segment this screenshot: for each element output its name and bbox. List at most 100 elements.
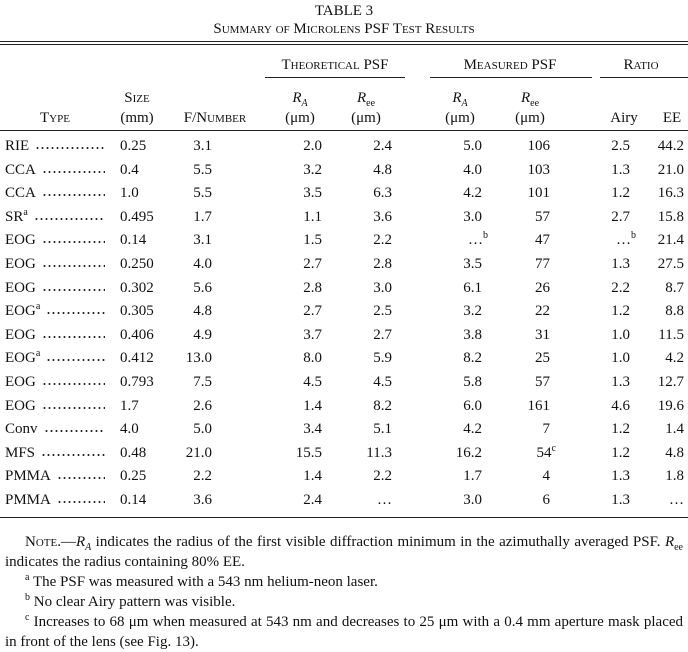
cell: 0.412 [120,349,154,367]
cell-text: 2.2 [611,279,630,296]
column-header-name: Size [77,88,197,108]
cell-text: 25 [535,350,550,367]
cell: 0.14 [120,231,146,249]
footnote: c Increases to 68 μm when measured at 54… [5,612,683,652]
row-type: EOG [5,279,113,297]
cell-text: 3.6 [373,208,392,225]
cell-text: 2.5 [611,138,630,154]
column-header-unit: (mm) [120,110,154,126]
cell: 8.8 [604,302,684,320]
cell: 7.5 [132,373,212,391]
cell-text: 5.0 [463,138,482,154]
cell: 57 [470,373,550,391]
row-type: EOGa [5,349,113,367]
cell: 4.5 [312,373,392,391]
cell-text: 3.0 [373,279,392,296]
cell: 2.6 [132,397,212,415]
cell-text: 11.5 [658,326,684,343]
cell-text: 2.7 [611,208,630,225]
row-type: Conv [5,420,113,438]
cell: 2.5 [550,137,630,155]
cell-text: 13.0 [185,350,212,367]
cell-text: 44.2 [657,138,684,154]
cell-text: EOG [5,326,36,343]
footnote-text: Increases to 68 μm when measured at 543 … [5,614,684,650]
cell-text: 1.7 [120,397,139,414]
cell: 1.4 [604,420,684,438]
column-header-name: F/Number [155,108,275,128]
cell-text: EOG [5,256,36,272]
cell: … [312,491,392,509]
cell: 5.8 [402,373,482,391]
cell: 1.3 [550,255,630,273]
cell: 27.5 [604,255,684,273]
column-header: Ree (μm) [306,88,426,128]
cell-text: 8.8 [665,303,684,320]
cell-text: 5.5 [193,161,212,178]
cell: 0.48 [120,444,146,462]
cell-text: 2.0 [303,138,322,154]
dot-leader [33,216,105,221]
cell: 1.0 [120,184,139,202]
cell-text: 5.5 [193,185,212,202]
cell-text: 3.0 [463,492,482,508]
dot-leader [56,500,105,504]
cell-text: 0.406 [120,326,154,343]
cell-note: b [483,230,488,242]
cell: 0.305 [120,302,154,320]
cell-text: CCA [5,185,36,202]
dot-leader [41,240,105,245]
cell-text: 1.4 [303,468,322,485]
cell: 44.2 [604,137,684,155]
cell: 4.2 [402,184,482,202]
column-header: F/Number [155,108,275,128]
cell-text: 4.5 [303,374,322,390]
column-header-text: Size [124,90,150,106]
cell-text: 0.302 [120,279,154,296]
cell: 3.7 [242,326,322,344]
cell-text: 161 [527,397,551,414]
cell-text: 4.9 [193,326,212,343]
footnote-text: No clear Airy pattern was visible. [33,594,236,610]
row-type: RIE [5,137,113,155]
cell-text: 2.4 [303,492,322,508]
cell: 26 [470,279,550,297]
cell-text: … [669,492,684,508]
cell-text: 103 [527,161,551,178]
cell-text: 0.250 [120,256,154,272]
top-rule [0,44,688,45]
cell-text: 2.8 [303,279,322,296]
cell: 13.0 [132,349,212,367]
cell-text: … [377,492,392,508]
cell-text: 1.3 [611,492,630,508]
column-header-symbol: R [356,90,367,106]
cell: 4.9 [132,326,212,344]
top-rule [0,41,688,42]
column-header-unit: (μm) [515,110,545,126]
cell: 11.3 [312,444,392,462]
group-rule [600,77,688,78]
cell: 8.0 [242,349,322,367]
column-header-sub: A [301,98,308,109]
cell-text: 4.0 [463,161,482,178]
cell-text: 1.7 [193,208,212,225]
cell: 3.2 [402,302,482,320]
column-header-symbol: R [452,90,462,106]
cell: 1.3 [550,467,630,485]
dot-leader [46,358,105,363]
column-header: Airy [564,108,684,128]
row-type: CCA [5,161,113,179]
note: Note.—RA indicates the radius of the fir… [5,532,683,572]
cell-note: a [23,206,28,218]
cell-text: 16.3 [657,185,684,202]
cell: 3.5 [242,184,322,202]
cell-text: 0.25 [120,138,147,154]
cell-text: 2.4 [373,138,392,154]
cell: 7 [470,420,551,438]
cell-text: 8.2 [463,350,482,367]
cell: 0.302 [120,279,154,297]
cell-text: 2.2 [193,468,212,485]
cell: 4.2 [402,420,482,438]
dot-leader [41,264,105,268]
cell-text: 3.1 [193,232,212,249]
